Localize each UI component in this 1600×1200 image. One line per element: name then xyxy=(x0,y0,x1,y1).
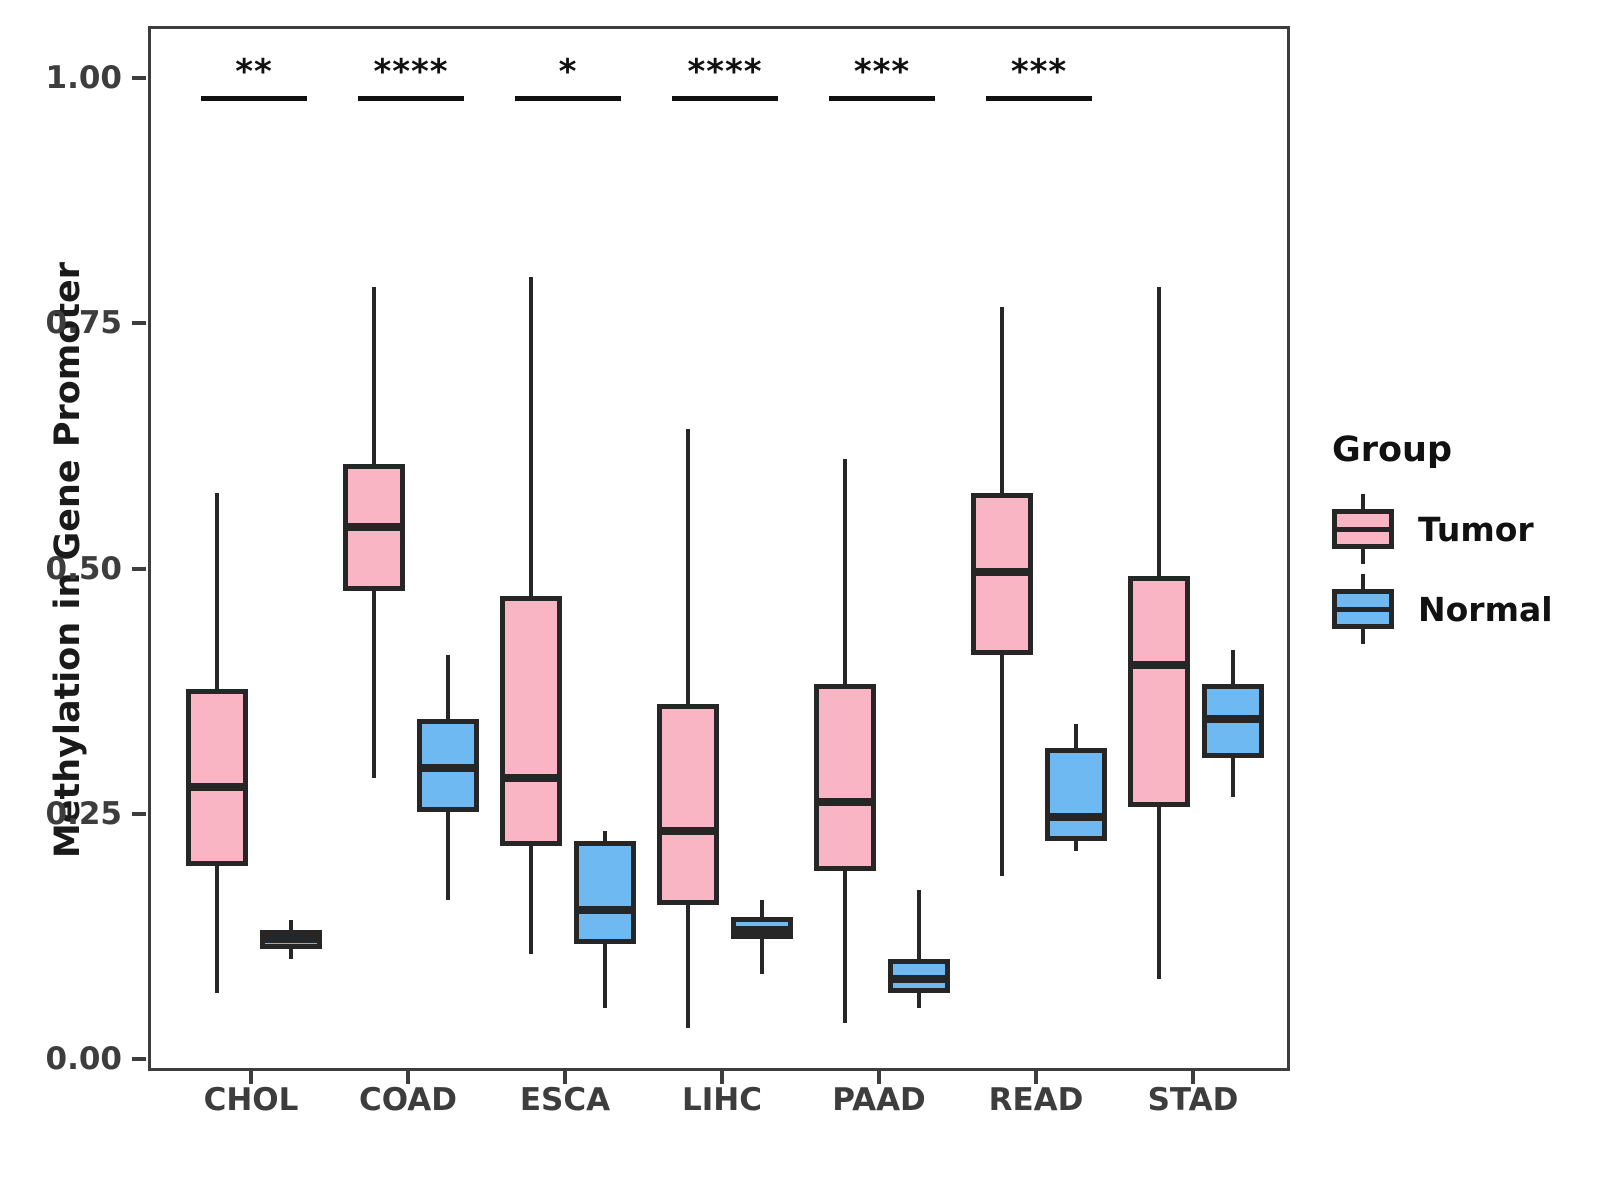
box-rect xyxy=(186,689,248,866)
x-tick-mark xyxy=(563,1071,567,1084)
y-tick-label: 0.50 xyxy=(45,550,123,587)
box-rect xyxy=(574,841,636,945)
y-tick-label: 0.00 xyxy=(45,1041,123,1077)
significance-label-read: *** xyxy=(1010,52,1068,92)
box-rect xyxy=(814,684,876,871)
boxplot-stad-tumor xyxy=(1128,29,1190,1068)
boxplot-read-tumor xyxy=(971,29,1033,1068)
significance-bar-read xyxy=(986,96,1092,101)
median-line xyxy=(814,798,876,807)
x-tick-mark xyxy=(877,1071,881,1084)
x-tick-mark xyxy=(720,1071,724,1084)
boxplot-lihc-normal xyxy=(731,29,793,1068)
boxplot-stad-normal xyxy=(1202,29,1264,1068)
legend-label: Tumor xyxy=(1418,509,1534,549)
y-axis-ticks: 0.00 0.25 0.50 0.75 1.00 xyxy=(0,0,146,1200)
median-line xyxy=(731,925,793,934)
whisker-line xyxy=(917,890,921,1009)
significance-label-coad: **** xyxy=(373,52,449,92)
legend-items: Tumor Normal xyxy=(1330,492,1590,646)
significance-label-chol: ** xyxy=(235,52,273,92)
boxplot-read-normal xyxy=(1045,29,1107,1068)
legend-key-median xyxy=(1332,527,1394,532)
legend-item-tumor[interactable]: Tumor xyxy=(1330,492,1590,566)
box-rect xyxy=(1045,748,1107,842)
y-tick-label: 0.25 xyxy=(45,795,123,832)
box-rect xyxy=(500,596,562,847)
boxplot-coad-tumor xyxy=(343,29,405,1068)
median-line xyxy=(971,567,1033,576)
y-tick-mark xyxy=(132,811,146,816)
median-line xyxy=(186,783,248,792)
median-line xyxy=(417,763,479,772)
x-tick-mark xyxy=(1034,1071,1038,1084)
x-tick-mark xyxy=(406,1071,410,1084)
boxplot-paad-normal xyxy=(888,29,950,1068)
significance-label-lihc: **** xyxy=(687,52,763,92)
x-tick-label-read: READ xyxy=(988,1082,1084,1118)
boxplot-esca-normal xyxy=(574,29,636,1068)
x-tick-label-paad: PAAD xyxy=(832,1082,926,1118)
significance-bar-coad xyxy=(358,96,464,101)
significance-label-esca: * xyxy=(558,52,578,92)
legend: Group Tumor Normal xyxy=(1330,430,1590,652)
boxplot-lihc-tumor xyxy=(657,29,719,1068)
significance-bar-lihc xyxy=(672,96,778,101)
y-tick-mark xyxy=(132,321,146,326)
x-tick-mark xyxy=(249,1071,253,1084)
median-line xyxy=(260,935,322,944)
significance-bar-paad xyxy=(829,96,935,101)
median-line xyxy=(500,773,562,782)
median-line xyxy=(1045,812,1107,821)
box-rect xyxy=(1128,576,1190,807)
boxplot-chol-normal xyxy=(260,29,322,1068)
median-line xyxy=(1128,660,1190,669)
x-tick-label-chol: CHOL xyxy=(203,1082,299,1118)
y-tick-mark xyxy=(132,566,146,571)
x-tick-mark xyxy=(1191,1071,1195,1084)
median-line xyxy=(343,523,405,532)
x-tick-label-lihc: LIHC xyxy=(682,1082,762,1118)
y-tick-mark xyxy=(132,76,146,80)
boxplot-esca-tumor xyxy=(500,29,562,1068)
boxplot-paad-tumor xyxy=(814,29,876,1068)
plot-panel: ** **** * **** *** *** xyxy=(148,26,1290,1071)
y-tick-mark xyxy=(132,1057,146,1061)
y-tick-label: 1.00 xyxy=(45,60,123,96)
boxplot-chol-tumor xyxy=(186,29,248,1068)
legend-label: Normal xyxy=(1418,589,1553,629)
box-rect xyxy=(657,703,719,906)
legend-item-normal[interactable]: Normal xyxy=(1330,572,1590,646)
x-tick-label-esca: ESCA xyxy=(519,1082,611,1118)
legend-title: Group xyxy=(1332,430,1453,470)
legend-key-median xyxy=(1332,607,1394,612)
significance-bar-esca xyxy=(515,96,621,101)
x-tick-label-coad: COAD xyxy=(359,1082,457,1118)
median-line xyxy=(574,905,636,914)
significance-bar-chol xyxy=(201,96,307,101)
significance-label-paad: *** xyxy=(853,52,911,92)
median-line xyxy=(888,974,950,983)
x-tick-label-stad: STAD xyxy=(1147,1082,1239,1118)
median-line xyxy=(1202,714,1264,723)
boxplot-coad-normal xyxy=(417,29,479,1068)
median-line xyxy=(657,827,719,836)
legend-key-tumor-icon xyxy=(1330,492,1396,566)
y-tick-label: 0.75 xyxy=(45,305,123,342)
legend-key-normal-icon xyxy=(1330,572,1396,646)
